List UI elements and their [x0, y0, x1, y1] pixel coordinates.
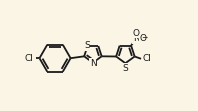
Text: +: + — [135, 34, 141, 40]
Text: O: O — [140, 34, 147, 43]
Text: −: − — [142, 33, 148, 42]
Text: O: O — [132, 29, 140, 38]
Text: S: S — [84, 41, 90, 50]
Text: N: N — [90, 59, 97, 68]
Text: S: S — [123, 64, 128, 73]
Text: N: N — [133, 34, 139, 43]
Text: Cl: Cl — [142, 54, 151, 63]
Text: Cl: Cl — [24, 54, 33, 63]
